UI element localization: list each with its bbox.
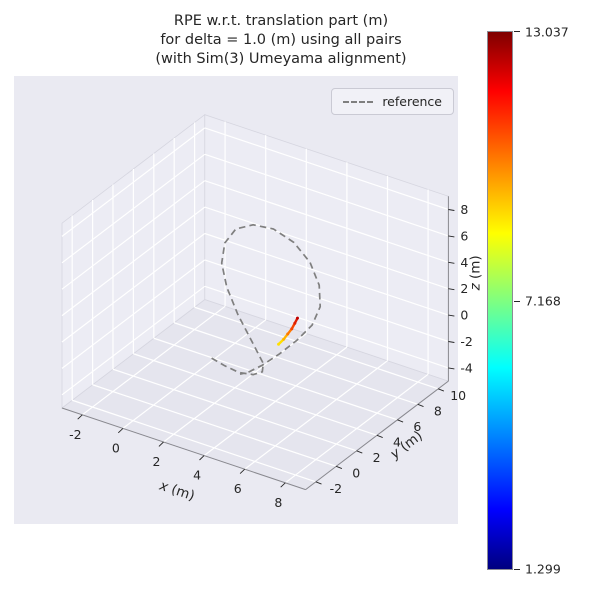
svg-text:-2: -2: [330, 481, 342, 496]
grid-lines: [61, 121, 449, 484]
legend: reference: [331, 88, 454, 115]
svg-text:0: 0: [112, 440, 120, 455]
svg-text:0: 0: [460, 308, 468, 323]
tick-marks: [77, 209, 455, 488]
estimate-trajectory: [277, 316, 299, 346]
colorbar-max-tick: [514, 31, 520, 32]
svg-text:4: 4: [193, 468, 201, 483]
svg-text:2: 2: [460, 281, 468, 296]
colorbar-gradient: [487, 31, 513, 570]
svg-text:6: 6: [234, 481, 242, 496]
svg-text:6: 6: [460, 228, 468, 243]
colorbar-min-tick: [514, 569, 520, 570]
svg-text:10: 10: [450, 388, 466, 403]
svg-text:2: 2: [153, 454, 161, 469]
colorbar-min-label: 1.299: [525, 561, 561, 577]
svg-text:0: 0: [352, 465, 360, 480]
z-axis-label: z (m): [467, 255, 483, 291]
legend-reference-label: reference: [382, 94, 442, 109]
colorbar: 13.037 7.168 1.299: [487, 25, 600, 577]
svg-text:8: 8: [274, 495, 282, 510]
title-line-3: (with Sim(3) Umeyama alignment): [155, 51, 407, 68]
svg-text:-4: -4: [460, 360, 473, 375]
reference-trajectory: [211, 223, 322, 376]
svg-text:-2: -2: [460, 334, 472, 349]
colorbar-max-label: 13.037: [525, 24, 569, 40]
svg-text:2: 2: [373, 450, 381, 465]
svg-text:4: 4: [460, 255, 468, 270]
svg-text:4: 4: [393, 434, 401, 449]
svg-text:8: 8: [460, 202, 468, 217]
svg-text:8: 8: [434, 403, 442, 418]
colorbar-mid-tick: [514, 300, 520, 302]
title-line-2: for delta = 1.0 (m) using all pairs: [160, 32, 402, 49]
svg-text:-2: -2: [69, 427, 81, 442]
reference-dashed-line-icon: [343, 100, 374, 103]
colorbar-mid-label: 7.168: [525, 293, 561, 308]
title-line-1: RPE w.r.t. translation part (m): [173, 13, 389, 29]
svg-text:6: 6: [413, 419, 421, 434]
plot-title: RPE w.r.t. translation part (m) for delt…: [0, 12, 562, 69]
